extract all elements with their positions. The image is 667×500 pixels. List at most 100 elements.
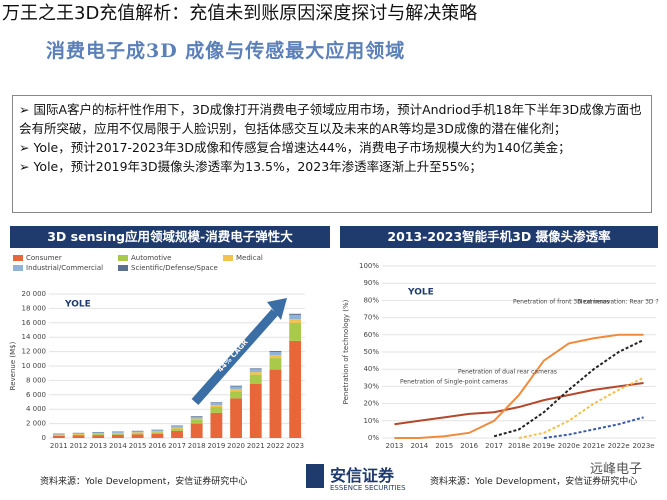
bar-segment	[131, 432, 144, 434]
bar-segment	[249, 374, 262, 384]
x-tick-label: 2016	[460, 442, 478, 450]
legend-label: Automotive	[131, 254, 172, 262]
x-tick-label: 2021	[247, 442, 265, 450]
y-tick-label: 50%	[363, 348, 379, 356]
bar-segment	[112, 432, 124, 434]
legend-swatch	[118, 265, 128, 271]
y-tick-label: 10 000	[22, 362, 47, 370]
bar-segment	[171, 425, 183, 427]
bullet: 国际A客户的标杆性作用下，3D成像打开消费电子领域应用市场，预计Andriod手…	[19, 100, 645, 138]
bar-segment	[52, 435, 65, 436]
x-tick-label: 2014	[410, 442, 428, 450]
x-tick-label: 2020	[227, 442, 245, 450]
chart: 0% 10% 20% 30% 40% 50% 60% 70% 80% 90% 100% Penetra…	[342, 262, 659, 450]
y-tick-label: 100%	[359, 262, 379, 270]
x-tick-label: 2017	[485, 442, 503, 450]
legend-label: Industrial/Commercial	[26, 264, 103, 272]
arrow-head	[267, 298, 287, 320]
bar-segment	[269, 358, 282, 370]
legend-swatch	[13, 255, 23, 261]
annotation: 44% CAGR	[216, 338, 250, 374]
bar-segment	[210, 412, 223, 438]
bar-segment	[171, 427, 183, 429]
bar-segment	[72, 433, 85, 434]
bar-segment	[171, 430, 183, 438]
y-axis-label: Revenue (M$)	[9, 341, 17, 390]
x-tick-label: 2023	[286, 442, 304, 450]
logo-mark	[306, 464, 324, 488]
legend-swatch	[223, 255, 233, 261]
bar-segment	[112, 433, 124, 435]
bar-segment	[230, 385, 242, 387]
y-tick-label: 2 000	[26, 420, 46, 428]
y-tick-label: 16 000	[22, 319, 47, 327]
bar-segment	[92, 434, 105, 436]
bar-segment	[289, 314, 302, 320]
y-tick-label: 0	[42, 434, 46, 442]
legend-swatch	[118, 255, 128, 261]
legend-label: Consumer	[26, 254, 62, 262]
bar-segment	[249, 368, 262, 370]
bar-segment	[269, 351, 282, 356]
bar-segment	[230, 386, 242, 390]
x-tick-label: 2020e	[558, 442, 580, 450]
y-tick-label: 6 000	[26, 391, 46, 399]
line	[493, 339, 644, 438]
bullet-box: 国际A客户的标杆性作用下，3D成像打开消费电子领域应用市场，预计Andriod手…	[12, 95, 652, 213]
bar-segment	[210, 403, 223, 406]
x-tick-label: 2015	[129, 442, 147, 450]
bar-segment	[210, 407, 223, 413]
bar-segment	[289, 313, 302, 315]
bar-segment	[151, 429, 164, 431]
bar-segment	[72, 435, 85, 438]
bar-segment	[190, 420, 203, 424]
y-tick-label: 0%	[368, 434, 379, 442]
x-tick-label: 2018e	[508, 442, 530, 450]
logo-subtext: ESSENCE SECURITIES	[330, 484, 406, 492]
source-note: 资料来源：Yole Development，安信证券研究中心	[430, 477, 638, 487]
chart-logo: YOLE	[64, 300, 91, 310]
bar-segment	[72, 433, 85, 435]
legend-label: Scientific/Defense/Space	[131, 264, 218, 272]
x-tick-label: 2018	[188, 442, 206, 450]
x-tick-label: 2021e	[583, 442, 605, 450]
bar-segment	[249, 384, 262, 438]
bar-segment	[171, 426, 183, 428]
x-tick-label: 2011	[50, 442, 68, 450]
bar-segment	[92, 432, 105, 434]
annotation: Penetration of Single-point cameras	[400, 379, 508, 386]
bar-segment	[112, 434, 124, 438]
y-tick-label: 4 000	[26, 405, 46, 413]
bar-segment	[131, 431, 144, 433]
y-tick-label: 14 000	[22, 333, 47, 341]
y-tick-label: 70%	[363, 314, 379, 322]
bar-segment	[151, 432, 164, 434]
annotation: Penetration of dual rear cameras	[458, 369, 557, 376]
bar-segment	[112, 431, 124, 433]
bar-segment	[52, 434, 65, 436]
bar-segment	[190, 416, 203, 419]
bar-segment	[151, 431, 164, 433]
bar-segment	[210, 402, 223, 404]
x-tick-label: 2022e	[608, 442, 630, 450]
chart: 0 2 000 4 000 6 000 8 000 10 000 12 000 14 000 1…	[9, 254, 305, 450]
bar-segment	[131, 434, 144, 438]
bar-segment	[190, 418, 203, 420]
bar-segment	[249, 372, 262, 375]
chart-logo: YOLE	[407, 288, 434, 298]
y-tick-label: 60%	[363, 331, 379, 339]
bar-segment	[230, 398, 242, 438]
bar-segment	[269, 355, 282, 359]
bar-segment	[230, 389, 242, 392]
y-axis-label: Penetration of technology (%)	[342, 299, 350, 404]
bar-segment	[151, 430, 164, 432]
bar-segment	[190, 423, 203, 438]
line	[394, 333, 644, 439]
y-tick-label: 20 000	[22, 290, 47, 298]
bar-segment	[151, 433, 164, 438]
y-tick-label: 80%	[363, 296, 379, 304]
bar-segment	[131, 433, 144, 435]
y-tick-label: 90%	[363, 279, 379, 287]
y-tick-label: 40%	[363, 365, 379, 373]
